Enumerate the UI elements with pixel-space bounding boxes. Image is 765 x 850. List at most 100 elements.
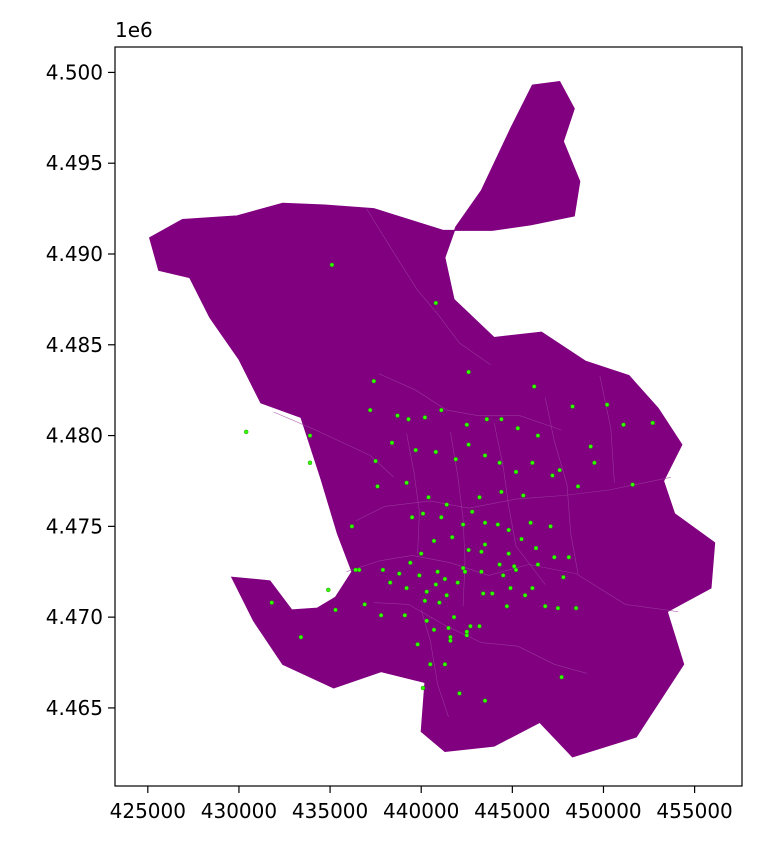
centroid-point: [650, 420, 655, 426]
centroid-point: [422, 598, 428, 603]
x-tick-label: 440000: [383, 799, 459, 823]
centroid-point: [460, 522, 466, 527]
y-tick-label: 4.500: [46, 60, 103, 84]
centroid-point: [397, 571, 402, 576]
centroid-point: [413, 447, 418, 453]
centroid-point: [464, 422, 469, 427]
centroid-point: [380, 567, 386, 573]
centroid-point: [433, 300, 438, 306]
districts-layer: [149, 80, 716, 758]
centroid-point: [243, 429, 249, 435]
centroid-point: [389, 440, 395, 445]
district-boundary: [420, 609, 449, 718]
district-boundary: [373, 602, 588, 674]
district-boundary: [544, 397, 579, 574]
centroid-point: [424, 589, 429, 594]
centroid-point: [462, 569, 468, 574]
centroid-point: [424, 618, 429, 623]
centroid-point: [444, 502, 449, 507]
centroid-point: [422, 415, 428, 420]
centroid-point: [561, 575, 566, 580]
centroid-point: [433, 582, 438, 587]
centroid-point: [466, 442, 471, 447]
centroid-point: [621, 422, 626, 427]
centroid-point: [497, 460, 502, 465]
centroid-point: [559, 674, 564, 680]
centroid-point: [512, 564, 517, 569]
centroid-point: [499, 489, 504, 495]
centroid-point: [329, 262, 335, 268]
district-boundary: [406, 433, 420, 554]
centroid-point: [406, 417, 411, 422]
centroid-point: [482, 520, 488, 525]
centroid-point: [533, 545, 539, 551]
x-tick-label: 455000: [656, 799, 732, 823]
district-boundary: [379, 373, 562, 431]
centroid-point: [448, 638, 453, 643]
centroid-point: [420, 685, 426, 691]
centroid-point: [513, 567, 519, 573]
centroid-point: [460, 565, 466, 571]
centroid-point: [357, 567, 362, 573]
centroid-point: [552, 555, 557, 560]
centroid-point: [535, 433, 541, 438]
centroid-point: [519, 536, 524, 542]
centroid-point: [439, 515, 444, 520]
centroid-point: [457, 691, 462, 696]
centroid-point: [479, 549, 484, 554]
centroid-point: [349, 524, 355, 529]
centroid-point: [464, 633, 469, 638]
centroid-point: [362, 602, 367, 607]
centroid-point: [446, 625, 451, 631]
centroid-point: [592, 460, 597, 465]
centroid-point: [484, 417, 489, 422]
centroid-point: [522, 593, 528, 598]
centroid-point: [455, 580, 460, 585]
centroid-point: [515, 426, 520, 431]
centroid-point: [466, 547, 471, 553]
centroid-point: [481, 591, 486, 596]
centroid-point: [415, 642, 420, 647]
centroid-point: [495, 522, 500, 527]
centroid-point: [442, 662, 448, 667]
y-tick-label: 4.490: [46, 242, 103, 266]
centroid-point: [477, 624, 482, 629]
district-boundary: [355, 477, 671, 522]
centroid-point: [269, 600, 274, 605]
centroid-point: [468, 624, 473, 629]
centroid-point: [566, 555, 571, 560]
centroid-point: [298, 634, 304, 640]
centroid-point: [550, 473, 555, 478]
centroid-point: [506, 551, 511, 556]
centroid-point: [378, 613, 384, 618]
centroid-point: [395, 413, 400, 418]
y-offset-label: 1e6: [115, 18, 153, 42]
centroid-point: [543, 604, 548, 609]
y-tick-label: 4.495: [46, 151, 103, 175]
y-tick-label: 4.475: [46, 514, 103, 538]
centroid-point: [435, 569, 440, 574]
y-tick-label: 4.465: [46, 696, 103, 720]
centroid-point: [504, 604, 510, 609]
y-axis: 4.465 4.470 4.475 4.480 4.485 4.490 4.495 4.500: [46, 60, 115, 720]
centroid-point: [442, 576, 448, 582]
centroid-point: [466, 369, 471, 375]
centroid-point: [404, 480, 409, 485]
centroid-point: [333, 607, 338, 613]
centroid-point: [630, 482, 635, 487]
centroid-point: [604, 402, 610, 407]
district-boundaries: [273, 208, 679, 718]
y-tick-label: 4.470: [46, 605, 103, 629]
centroid-point: [573, 605, 579, 611]
centroid-point: [528, 520, 533, 525]
centroid-point: [499, 417, 504, 422]
centroid-point: [419, 551, 424, 556]
centroid-point: [307, 433, 313, 438]
district-boundary: [366, 208, 491, 366]
centroid-point: [444, 593, 449, 598]
centroid-point: [451, 614, 457, 620]
y-tick-label: 4.485: [46, 333, 103, 357]
district-boundary: [599, 375, 615, 483]
centroid-point: [417, 573, 422, 578]
x-axis: 425000 430000 435000 440000 445000 450000 4550…: [110, 786, 733, 823]
